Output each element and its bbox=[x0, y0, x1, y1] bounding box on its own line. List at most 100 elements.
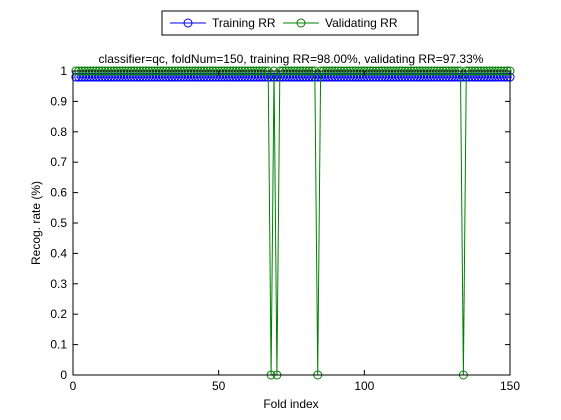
data-point bbox=[138, 72, 148, 82]
data-point bbox=[272, 72, 282, 82]
data-point bbox=[348, 72, 358, 82]
y-tick-label: 0.8 bbox=[50, 125, 67, 139]
data-point bbox=[164, 72, 174, 82]
data-point bbox=[368, 72, 378, 82]
legend: Training RR Validating RR bbox=[161, 10, 419, 36]
data-point bbox=[112, 72, 122, 82]
data-point bbox=[496, 72, 506, 82]
data-point bbox=[126, 72, 136, 82]
y-axis-label: Recog. rate (%) bbox=[29, 181, 43, 265]
legend-label-training: Training RR bbox=[212, 16, 276, 30]
data-point bbox=[135, 72, 145, 82]
data-point bbox=[444, 72, 454, 82]
legend-marker-training bbox=[183, 18, 193, 28]
data-point bbox=[118, 72, 128, 82]
data-point bbox=[144, 72, 154, 82]
data-point bbox=[391, 72, 401, 82]
data-point bbox=[217, 72, 227, 82]
data-point bbox=[237, 72, 247, 82]
y-tick-label: 0.2 bbox=[50, 307, 67, 321]
data-point bbox=[97, 72, 107, 82]
data-point bbox=[115, 72, 125, 82]
data-point bbox=[219, 72, 229, 82]
y-tick-label: 0 bbox=[60, 368, 67, 382]
data-point bbox=[426, 72, 436, 82]
data-point bbox=[249, 72, 259, 82]
data-point bbox=[453, 72, 463, 82]
data-point bbox=[450, 72, 460, 82]
data-point bbox=[284, 72, 294, 82]
data-point bbox=[182, 72, 192, 82]
data-point bbox=[243, 72, 253, 82]
data-point bbox=[354, 72, 364, 82]
data-point bbox=[80, 72, 90, 82]
data-point bbox=[155, 72, 165, 82]
data-point bbox=[187, 72, 197, 82]
data-point bbox=[196, 72, 206, 82]
data-point bbox=[464, 72, 474, 82]
data-point bbox=[199, 72, 209, 82]
data-point bbox=[106, 72, 116, 82]
data-point bbox=[208, 72, 218, 82]
data-point bbox=[397, 72, 407, 82]
data-point bbox=[435, 72, 445, 82]
data-point bbox=[158, 72, 168, 82]
data-point bbox=[336, 72, 346, 82]
ticks-layer: 0 50 100 150 0 0.1 0.2 0.3 0.4 0.5 0.6 0.7 0.8 0.9 1 bbox=[50, 64, 520, 393]
data-point bbox=[103, 72, 113, 82]
data-point bbox=[482, 72, 492, 82]
data-point bbox=[225, 72, 235, 82]
data-point bbox=[295, 72, 305, 82]
y-tick-label: 0.7 bbox=[50, 155, 67, 169]
data-point bbox=[356, 72, 366, 82]
x-tick-label: 100 bbox=[354, 379, 374, 393]
data-point bbox=[179, 72, 189, 82]
data-point bbox=[324, 72, 334, 82]
y-tick-label: 0.3 bbox=[50, 277, 67, 291]
data-point bbox=[141, 72, 151, 82]
y-tick-label: 0.6 bbox=[50, 186, 67, 200]
data-point bbox=[342, 72, 352, 82]
data-point bbox=[266, 72, 276, 82]
data-point bbox=[415, 72, 425, 82]
x-axis-label: Fold index bbox=[263, 397, 318, 411]
data-point bbox=[74, 72, 84, 82]
data-point bbox=[429, 72, 439, 82]
data-point bbox=[438, 72, 448, 82]
data-point bbox=[120, 72, 130, 82]
data-point bbox=[304, 72, 314, 82]
data-point bbox=[394, 72, 404, 82]
data-point bbox=[278, 72, 288, 82]
data-point bbox=[202, 72, 212, 82]
data-point bbox=[109, 72, 119, 82]
data-point bbox=[351, 72, 361, 82]
data-point bbox=[170, 72, 180, 82]
data-point bbox=[406, 72, 416, 82]
data-point bbox=[388, 72, 398, 82]
data-point bbox=[488, 72, 498, 82]
data-point bbox=[83, 72, 93, 82]
data-point bbox=[327, 72, 337, 82]
data-point bbox=[467, 72, 477, 82]
data-point bbox=[319, 72, 329, 82]
data-point bbox=[85, 72, 95, 82]
data-point bbox=[211, 72, 221, 82]
data-point bbox=[173, 72, 183, 82]
y-tick-label: 1 bbox=[60, 64, 67, 78]
data-point bbox=[94, 72, 104, 82]
data-point bbox=[412, 72, 422, 82]
data-point bbox=[257, 72, 267, 82]
data-point bbox=[228, 72, 238, 82]
x-tick-label: 50 bbox=[212, 379, 226, 393]
data-point bbox=[490, 72, 500, 82]
data-point bbox=[365, 72, 375, 82]
data-point bbox=[246, 72, 256, 82]
data-point bbox=[470, 72, 480, 82]
data-point bbox=[289, 72, 299, 82]
data-point bbox=[458, 72, 468, 82]
data-point bbox=[88, 72, 98, 82]
data-point bbox=[231, 72, 241, 82]
data-point bbox=[321, 72, 331, 82]
data-point bbox=[421, 72, 431, 82]
